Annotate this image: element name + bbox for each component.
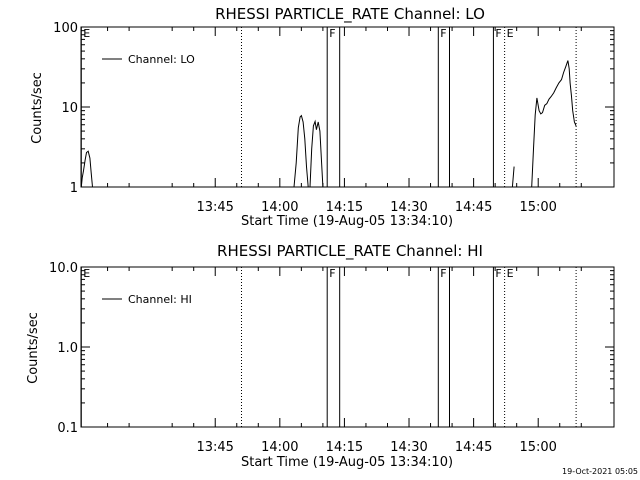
panel-hi-ylabel: Counts/sec <box>26 312 41 384</box>
plot-frame <box>80 26 615 188</box>
x-tick-label: 14:30 <box>390 200 427 215</box>
legend-entry: Channel: HI <box>128 293 192 306</box>
y-tick-label: 10 <box>61 101 78 116</box>
panel-hi-xlabel: Start Time (19-Aug-05 13:34:10) <box>241 455 453 470</box>
series-line-segment <box>293 114 309 188</box>
x-tick-label: 15:00 <box>519 200 556 215</box>
event-marker-label: F <box>440 27 446 40</box>
panel-lo-xlabel: Start Time (19-Aug-05 13:34:10) <box>241 214 453 229</box>
panel-lo: RHESSI PARTICLE_RATE Channel: LO Counts/… <box>30 5 615 229</box>
event-marker-label: E <box>507 267 514 280</box>
y-tick-label: 0.1 <box>57 421 78 436</box>
event-marker-label: E <box>507 27 514 40</box>
legend-entry: Channel: LO <box>128 53 195 66</box>
series-line-segment <box>80 150 93 188</box>
event-marker-label: F <box>495 27 501 40</box>
event-marker-label: F <box>329 27 335 40</box>
x-tick-label: 15:00 <box>519 440 556 455</box>
x-tick-label: 14:45 <box>455 440 492 455</box>
y-tick-label: 1.0 <box>57 341 78 356</box>
panel-hi: RHESSI PARTICLE_RATE Channel: HI Counts/… <box>26 242 615 470</box>
panel-hi-plot: 0.1 1.0 10.0 13:45 14:00 14:15 14:30 14:45 15:00… <box>49 261 615 455</box>
x-tick-label: 13:45 <box>196 440 233 455</box>
series-line-segment <box>309 119 324 188</box>
event-marker-label: E <box>83 267 90 280</box>
panel-lo-ylabel: Counts/sec <box>30 72 45 144</box>
event-marker-label: F <box>495 267 501 280</box>
x-tick-label: 14:30 <box>390 440 427 455</box>
panel-hi-title: RHESSI PARTICLE_RATE Channel: HI <box>217 242 483 261</box>
x-tick-label: 14:45 <box>455 200 492 215</box>
y-tick-label: 100 <box>53 21 78 36</box>
panel-lo-title: RHESSI PARTICLE_RATE Channel: LO <box>215 5 485 24</box>
x-tick-label: 14:15 <box>326 440 363 455</box>
x-tick-label: 14:00 <box>261 200 298 215</box>
x-tick-label: 14:15 <box>326 200 363 215</box>
footer-timestamp: 19-Oct-2021 05:05 <box>562 467 638 476</box>
y-tick-label: 10.0 <box>49 261 78 276</box>
series-line-segment <box>531 60 577 188</box>
event-marker-label: F <box>329 267 335 280</box>
event-marker-label: E <box>83 27 90 40</box>
event-marker-label: F <box>440 267 446 280</box>
plot-frame <box>80 266 615 428</box>
series-line-segment <box>511 166 515 188</box>
x-tick-label: 13:45 <box>196 200 233 215</box>
x-tick-label: 14:00 <box>261 440 298 455</box>
y-tick-label: 1 <box>70 181 78 196</box>
